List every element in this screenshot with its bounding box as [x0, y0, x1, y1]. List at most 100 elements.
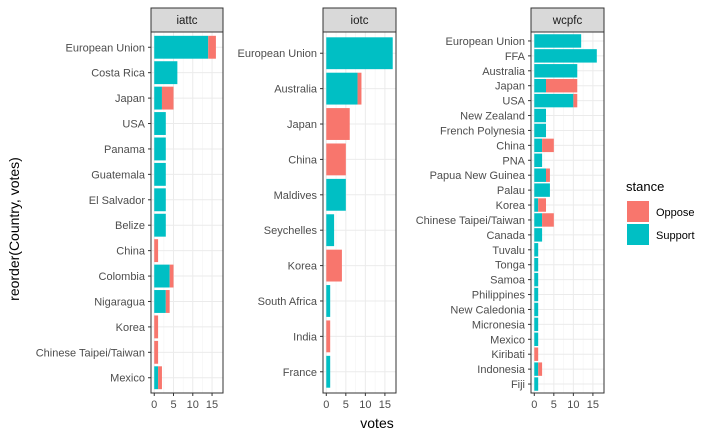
legend-key-support [627, 224, 649, 245]
bar-support [534, 228, 543, 242]
bar-support [534, 257, 539, 272]
bar-support [154, 188, 166, 212]
bar-support [534, 108, 547, 123]
bar-oppose [161, 86, 174, 110]
y-tick-label: Papua New Guinea [430, 170, 526, 182]
y-tick-label: Belize [115, 220, 145, 232]
y-tick-label: Korea [116, 322, 146, 334]
y-tick-label: Chinese Taipei/Taiwan [36, 347, 145, 359]
bar-support [534, 93, 574, 108]
facet-strip-label: iattc [176, 15, 197, 27]
bar-support [326, 72, 358, 105]
bar-support [534, 332, 539, 347]
bar-oppose [546, 78, 578, 93]
bar-support [534, 153, 543, 168]
bar-support [534, 138, 543, 153]
bar-oppose [573, 93, 578, 108]
y-tick-label: European Union [65, 42, 145, 54]
bar-support [534, 362, 539, 376]
bar-oppose [357, 72, 362, 105]
y-tick-label: China [288, 154, 318, 166]
bar-support [154, 162, 166, 186]
bar-support [534, 34, 582, 48]
facet-strip-label: wcpfc [552, 15, 583, 27]
bar-support [534, 49, 597, 63]
y-tick-label: Australia [274, 84, 318, 96]
y-tick-label: Tonga [495, 260, 526, 272]
y-tick-label: France [283, 367, 317, 379]
bar-oppose [154, 315, 159, 339]
bar-support [534, 302, 539, 317]
bar-support [154, 137, 166, 161]
y-tick-label: El Salvador [89, 195, 146, 207]
bar-oppose [208, 35, 216, 59]
bar-oppose [538, 362, 543, 376]
facet-strip [150, 7, 224, 33]
y-tick-label: Tuvalu [492, 245, 525, 257]
y-tick-label: Samoa [490, 275, 526, 287]
bar-oppose [326, 249, 342, 282]
bar-support [534, 78, 547, 93]
y-tick-label: Korea [496, 200, 526, 212]
y-tick-label: Palau [497, 185, 525, 197]
bar-oppose [542, 213, 554, 227]
x-tick-label: 5 [343, 399, 349, 411]
x-tick-label: 10 [359, 399, 371, 411]
bar-oppose [326, 320, 331, 353]
bar-support [154, 213, 166, 237]
y-tick-label: French Polynesia [440, 125, 526, 137]
y-tick-label: Panama [104, 144, 146, 156]
x-tick-label: 0 [151, 399, 157, 411]
bar-support [534, 317, 539, 332]
facet-wcpfc: wcpfc European Union FFA Australia Japan USA N… [416, 7, 605, 411]
x-tick-label: 0 [323, 399, 329, 411]
y-tick-label: Micronesia [472, 319, 526, 331]
x-tick-label: 10 [567, 399, 579, 411]
y-tick-label: European Union [445, 36, 525, 48]
bar-oppose [546, 168, 550, 182]
bar-support [154, 366, 159, 390]
bar-support [326, 37, 393, 70]
y-tick-label: Philippines [472, 290, 526, 302]
bar-oppose [542, 138, 554, 153]
facet-panels: iattc European Union Costa Rica Japan USA Pan… [36, 7, 605, 411]
y-tick-label: Kiribati [491, 349, 525, 361]
panel-border [150, 31, 224, 394]
x-tick-label: 5 [551, 399, 557, 411]
y-tick-label: Japan [115, 93, 145, 105]
y-tick-label: Australia [482, 66, 526, 78]
x-tick-label: 5 [170, 399, 176, 411]
y-tick-label: Korea [288, 261, 318, 273]
y-tick-label: Maldives [274, 190, 318, 202]
y-tick-label: Costa Rica [91, 68, 146, 80]
bar-support [154, 264, 170, 288]
bar-support [534, 243, 539, 257]
bar-support [534, 272, 539, 287]
bar-oppose [165, 290, 170, 313]
facet-strip [530, 7, 605, 33]
legend-label-support: Support [656, 230, 695, 242]
bar-support [154, 112, 166, 135]
y-tick-label: Mexico [110, 373, 145, 385]
legend-title: stance [626, 179, 664, 194]
x-axis-title: votes [360, 415, 393, 431]
y-axis-title: reorder(Country, votes) [6, 157, 22, 301]
legend: stance Oppose Support [626, 179, 695, 245]
bar-support [326, 214, 335, 247]
y-tick-label: USA [502, 96, 525, 108]
y-tick-label: Mexico [490, 334, 525, 346]
facet-strip-label: iotc [351, 15, 369, 27]
bar-oppose [538, 198, 547, 212]
facet-iotc: iotc European Union Australia Japan China Mal… [237, 7, 397, 411]
panel-border [322, 31, 397, 394]
bar-support [326, 178, 346, 211]
x-tick-label: 0 [531, 399, 537, 411]
bar-oppose [326, 108, 350, 140]
y-tick-label: European Union [237, 48, 317, 60]
bar-support [534, 123, 547, 138]
x-tick-label: 15 [379, 399, 391, 411]
y-tick-label: New Caledonia [450, 304, 525, 316]
legend-label-oppose: Oppose [656, 207, 695, 219]
bar-support [534, 377, 539, 391]
